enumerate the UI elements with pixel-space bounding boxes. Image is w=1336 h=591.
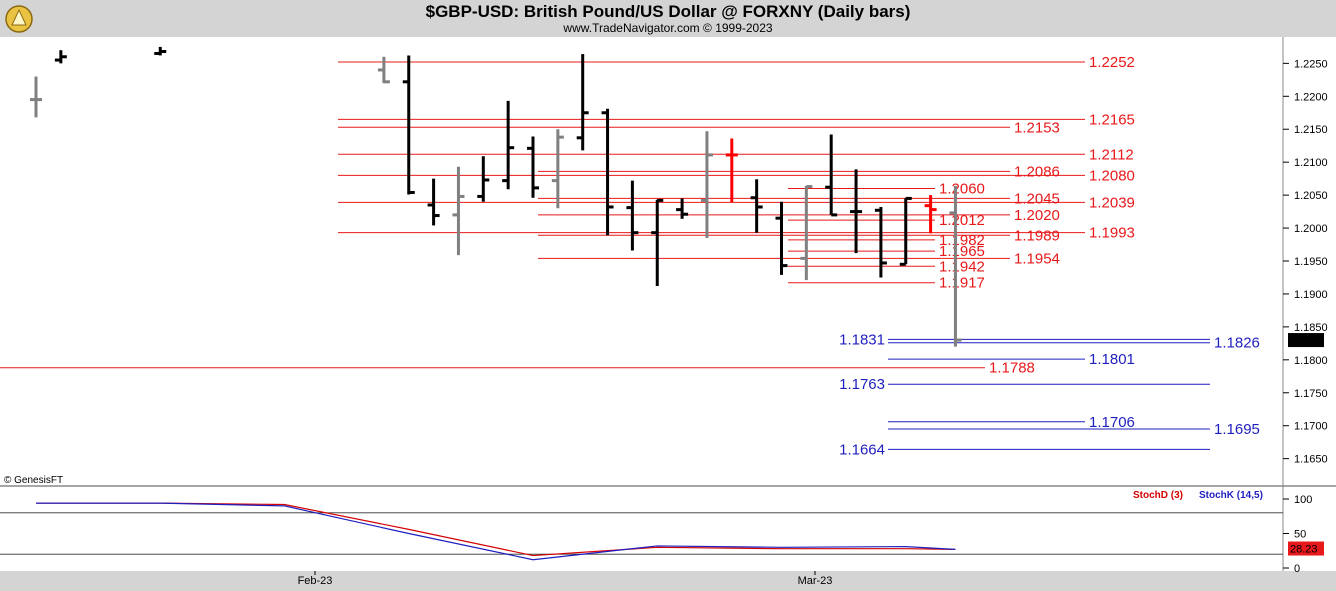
y-tick-label-1: 1.2200 bbox=[1294, 91, 1328, 103]
level-label-15: 1.1954 bbox=[1014, 250, 1060, 267]
level-label-5: 1.2080 bbox=[1089, 167, 1135, 184]
stochastic-lines: 100 50 0 28.23 bbox=[0, 494, 1324, 575]
level-label-16: 1.1942 bbox=[939, 258, 985, 275]
ohlc-bar-23 bbox=[874, 206, 887, 278]
last-price-badge bbox=[1288, 333, 1324, 348]
last-price-label: 1.1830 bbox=[1290, 335, 1324, 347]
level-label-25: 1.1664 bbox=[839, 441, 885, 458]
y-tick-label-8: 1.1850 bbox=[1294, 322, 1328, 334]
y-tick-label-5: 1.2000 bbox=[1294, 223, 1328, 235]
y-tick-label-2: 1.2150 bbox=[1294, 124, 1328, 136]
ohlc-bar-19 bbox=[775, 201, 788, 275]
ohlc-bar-8 bbox=[502, 100, 515, 190]
x-tick-label-0: Feb-23 bbox=[298, 575, 333, 587]
ohlc-bar-21 bbox=[825, 134, 838, 217]
stoch-tick-label-2: 0 bbox=[1294, 563, 1300, 575]
y-tick-label-12: 1.1650 bbox=[1294, 454, 1328, 466]
level-label-21: 1.1788 bbox=[989, 360, 1035, 377]
y-tick-label-6: 1.1950 bbox=[1294, 256, 1328, 268]
y-tick-label-0: 1.2250 bbox=[1294, 58, 1328, 70]
ohlc-bar-7 bbox=[477, 156, 490, 202]
stochastic-pane bbox=[0, 487, 1283, 571]
copyright-label: © GenesisFT bbox=[4, 475, 63, 486]
ohlc-bar-4 bbox=[402, 55, 415, 195]
ohlc-bar-9 bbox=[527, 136, 539, 198]
level-label-10: 1.2012 bbox=[939, 212, 985, 229]
ohlc-bar-6 bbox=[452, 166, 465, 256]
ohlc-bar-3 bbox=[377, 56, 390, 84]
chart-title: $GBP-USD: British Pound/US Dollar @ FORX… bbox=[425, 2, 911, 21]
price-pane bbox=[0, 37, 1283, 485]
ohlc-bar-12 bbox=[601, 108, 614, 236]
level-label-13: 1.1982 bbox=[939, 232, 985, 249]
level-label-12: 1.1989 bbox=[1014, 227, 1060, 244]
price-bars bbox=[30, 46, 962, 347]
level-label-17: 1.1917 bbox=[939, 275, 985, 292]
x-tick-label-1: Mar-23 bbox=[798, 575, 833, 587]
chart-subtitle: www.TradeNavigator.com © 1999-2023 bbox=[563, 21, 773, 35]
stoch-value-label: 28.23 bbox=[1290, 544, 1318, 556]
price-y-axis: 1.2250 1.2200 1.2150 1.2100 1.2050 1.2000 1.19… bbox=[1283, 58, 1328, 466]
chart-header: $GBP-USD: British Pound/US Dollar @ FORX… bbox=[0, 0, 1336, 37]
ohlc-bar-17 bbox=[725, 138, 738, 203]
legend-stochk: StochK (14,5) bbox=[1199, 490, 1263, 501]
y-tick-label-4: 1.2050 bbox=[1294, 190, 1328, 202]
ohlc-bar-18 bbox=[750, 179, 763, 233]
stoch-tick-label-0: 100 bbox=[1294, 494, 1312, 506]
level-label-11: 1.1993 bbox=[1089, 225, 1135, 242]
level-label-22: 1.1763 bbox=[839, 376, 885, 393]
level-label-18: 1.1831 bbox=[839, 331, 885, 348]
ohlc-bar-1 bbox=[54, 50, 67, 64]
ohlc-bar-26 bbox=[949, 185, 962, 347]
y-tick-label-3: 1.2100 bbox=[1294, 157, 1328, 169]
level-lines: 1.2252 1.2165 1.2153 1.2112 1.2086 1.2080 1.20… bbox=[0, 54, 1260, 458]
y-tick-label-9: 1.1800 bbox=[1294, 355, 1328, 367]
level-label-19: 1.1826 bbox=[1214, 335, 1260, 352]
ohlc-bar-5 bbox=[427, 178, 440, 226]
level-label-14: 1.1965 bbox=[939, 243, 985, 260]
y-tick-label-7: 1.1900 bbox=[1294, 289, 1328, 301]
level-label-8: 1.2039 bbox=[1089, 194, 1135, 211]
ohlc-bar-10 bbox=[551, 129, 564, 209]
level-label-23: 1.1706 bbox=[1089, 414, 1135, 431]
ohlc-bar-14 bbox=[651, 198, 664, 287]
stoch-series-1 bbox=[36, 502, 956, 561]
level-label-6: 1.2060 bbox=[939, 181, 985, 198]
level-label-4: 1.2086 bbox=[1014, 163, 1060, 180]
level-label-2: 1.2153 bbox=[1014, 119, 1060, 136]
stoch-tick-label-1: 50 bbox=[1294, 529, 1306, 541]
ohlc-bar-15 bbox=[676, 198, 689, 219]
level-label-20: 1.1801 bbox=[1089, 351, 1135, 368]
level-label-1: 1.2165 bbox=[1089, 111, 1135, 128]
ohlc-bar-0 bbox=[30, 76, 42, 118]
ohlc-bar-20 bbox=[800, 185, 813, 281]
level-label-24: 1.1695 bbox=[1214, 421, 1260, 438]
level-label-0: 1.2252 bbox=[1089, 54, 1135, 71]
y-tick-label-10: 1.1750 bbox=[1294, 388, 1328, 400]
level-label-3: 1.2112 bbox=[1089, 146, 1134, 163]
ohlc-bar-13 bbox=[626, 180, 639, 251]
genesis-logo-icon bbox=[5, 5, 33, 33]
ohlc-bar-16 bbox=[700, 131, 713, 238]
level-label-9: 1.2020 bbox=[1014, 207, 1060, 224]
ohlc-bar-22 bbox=[850, 169, 863, 254]
ohlc-bar-11 bbox=[576, 54, 589, 151]
ohlc-bar-24 bbox=[899, 196, 912, 266]
y-tick-label-11: 1.1700 bbox=[1294, 421, 1328, 433]
level-label-7: 1.2045 bbox=[1014, 190, 1060, 207]
x-axis-band bbox=[0, 571, 1336, 591]
ohlc-bar-2 bbox=[154, 46, 167, 56]
stoch-value-badge bbox=[1288, 541, 1324, 556]
ohlc-bar-25 bbox=[924, 195, 937, 234]
x-axis: Feb-23 Mar-23 bbox=[298, 571, 833, 587]
legend-stochd: StochD (3) bbox=[1133, 490, 1183, 501]
